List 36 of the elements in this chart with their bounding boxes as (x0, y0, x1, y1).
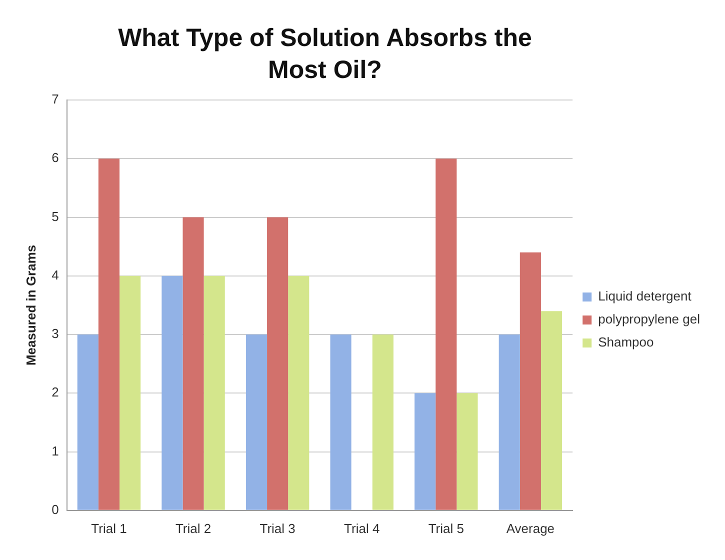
bar (436, 158, 457, 510)
bar (288, 276, 310, 510)
chart-title: What Type of Solution Absorbs the Most Oil? (117, 23, 533, 86)
bar (77, 334, 98, 510)
bar (120, 276, 141, 510)
legend-label: Shampoo (598, 334, 654, 350)
bar (456, 393, 478, 510)
x-tick-label: Trial 5 (428, 520, 464, 536)
bar (98, 158, 120, 510)
legend-label: polypropylene gel (598, 312, 700, 327)
bar (330, 334, 352, 510)
y-tick-label: 6 (52, 150, 59, 166)
x-tick-label: Average (506, 520, 555, 536)
bar (414, 393, 436, 510)
bar (182, 217, 204, 510)
bar (520, 252, 541, 510)
bar (267, 217, 288, 510)
x-tick-label: Trial 2 (175, 520, 212, 536)
x-tick-label: Trial 3 (260, 520, 296, 536)
bar (498, 334, 520, 510)
y-tick-label: 5 (52, 208, 59, 224)
y-tick-label: 2 (52, 384, 59, 400)
x-tick-label: Trial 1 (91, 520, 127, 536)
y-tick-label: 0 (52, 502, 59, 517)
y-axis-title: Measured in Grams (23, 244, 38, 366)
legend-label: Liquid detergent (598, 288, 692, 304)
y-tick-label: 1 (52, 443, 59, 458)
y-tick-label: 3 (52, 326, 59, 342)
y-tick-label: 4 (52, 267, 59, 282)
x-tick-label: Trial 4 (344, 520, 380, 536)
y-tick-label: 7 (52, 92, 59, 107)
bar (540, 311, 562, 510)
bar (372, 334, 394, 510)
bar (246, 334, 268, 510)
bar (162, 276, 183, 510)
bar (204, 276, 225, 510)
